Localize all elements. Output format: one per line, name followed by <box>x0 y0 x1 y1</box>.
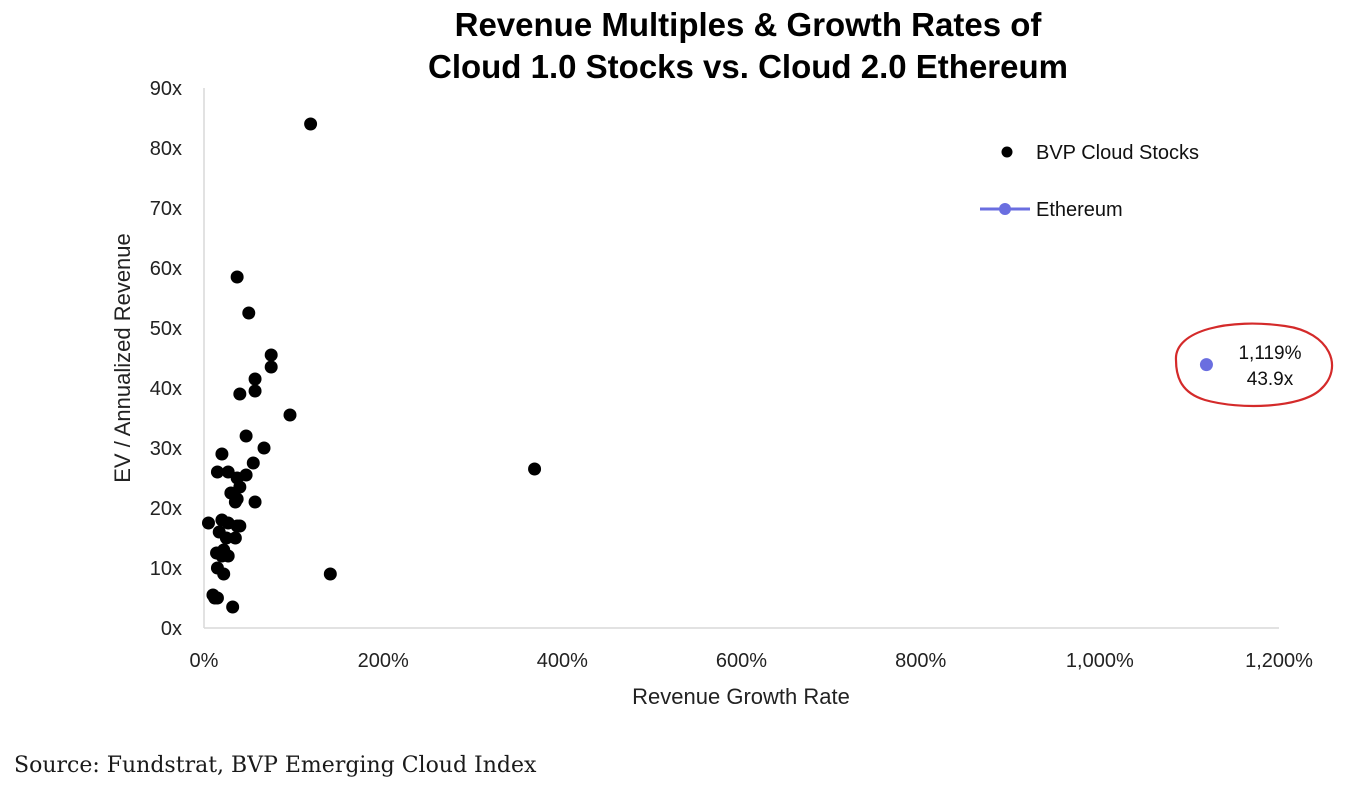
chart-title-line-2: Cloud 1.0 Stocks vs. Cloud 2.0 Ethereum <box>427 48 1068 85</box>
legend-label-bvp: BVP Cloud Stocks <box>1036 142 1199 164</box>
point-bvp-cloud-stock <box>239 468 253 482</box>
point-bvp-cloud-stock <box>264 348 278 362</box>
point-bvp-cloud-stock <box>528 462 542 476</box>
point-bvp-cloud-stock <box>221 549 235 563</box>
point-bvp-cloud-stock <box>248 495 262 509</box>
point-bvp-cloud-stock <box>323 567 337 581</box>
legend-marker-ethereum <box>999 203 1011 215</box>
chart-title-line-1: Revenue Multiples & Growth Rates of <box>454 6 1042 43</box>
y-axis-title: EV / Annualized Revenue <box>110 233 135 483</box>
point-bvp-cloud-stock <box>219 531 233 545</box>
x-tick-label: 400% <box>537 650 588 672</box>
point-bvp-cloud-stock <box>226 600 240 614</box>
y-tick-label: 90x <box>150 78 182 100</box>
point-bvp-cloud-stock <box>210 465 224 479</box>
point-bvp-cloud-stock <box>264 360 278 374</box>
point-bvp-cloud-stock <box>210 591 224 605</box>
point-bvp-cloud-stock <box>217 567 231 581</box>
point-bvp-cloud-stock <box>248 372 262 386</box>
legend-marker-bvp <box>1001 146 1013 158</box>
y-tick-label: 20x <box>150 498 182 520</box>
point-bvp-cloud-stock <box>230 270 244 284</box>
annotation-growth: 1,119% <box>1238 343 1301 364</box>
point-bvp-cloud-stock <box>283 408 297 422</box>
x-tick-label: 800% <box>895 650 946 672</box>
point-bvp-cloud-stock <box>257 441 271 455</box>
annotation-multiple: 43.9x <box>1247 369 1294 390</box>
ethereum-annotation: 1,119% 43.9x <box>1174 322 1333 408</box>
point-bvp-cloud-stock <box>304 117 318 131</box>
source-note: Source: Fundstrat, BVP Emerging Cloud In… <box>14 753 537 778</box>
point-bvp-cloud-stock <box>246 456 260 470</box>
x-tick-labels: 0% 200% 400% 600% 800% 1,000% 1,200% <box>190 650 1314 672</box>
point-bvp-cloud-stock <box>248 384 262 398</box>
point-bvp-cloud-stock <box>233 519 247 533</box>
point-bvp-cloud-stock <box>228 531 242 545</box>
axes <box>203 88 1279 629</box>
y-tick-label: 50x <box>150 318 182 340</box>
y-tick-labels: 0x 10x 20x 30x 40x 50x 60x 70x 80x 90x <box>150 78 182 640</box>
point-bvp-cloud-stock <box>239 429 253 443</box>
x-tick-label: 600% <box>716 650 767 672</box>
y-tick-label: 60x <box>150 258 182 280</box>
x-tick-label: 1,000% <box>1066 650 1134 672</box>
y-tick-label: 70x <box>150 198 182 220</box>
chart-title: Revenue Multiples & Growth Rates of Clou… <box>0 4 1346 88</box>
y-tick-label: 0x <box>161 618 182 640</box>
legend-label-ethereum: Ethereum <box>1036 199 1123 221</box>
y-tick-label: 40x <box>150 378 182 400</box>
point-bvp-cloud-stock <box>228 495 242 509</box>
legend: BVP Cloud Stocks Ethereum <box>980 142 1199 221</box>
y-tick-label: 80x <box>150 138 182 160</box>
point-bvp-cloud-stock <box>242 306 256 320</box>
data-points <box>201 117 1213 614</box>
y-tick-label: 30x <box>150 438 182 460</box>
x-axis-title: Revenue Growth Rate <box>632 684 850 709</box>
point-ethereum <box>1199 358 1213 372</box>
y-tick-label: 10x <box>150 558 182 580</box>
point-bvp-cloud-stock <box>215 447 229 461</box>
highlight-circle <box>1174 322 1333 408</box>
point-bvp-cloud-stock <box>201 516 215 530</box>
x-tick-label: 1,200% <box>1245 650 1313 672</box>
x-tick-label: 200% <box>358 650 409 672</box>
x-tick-label: 0% <box>190 650 219 672</box>
point-bvp-cloud-stock <box>233 387 247 401</box>
